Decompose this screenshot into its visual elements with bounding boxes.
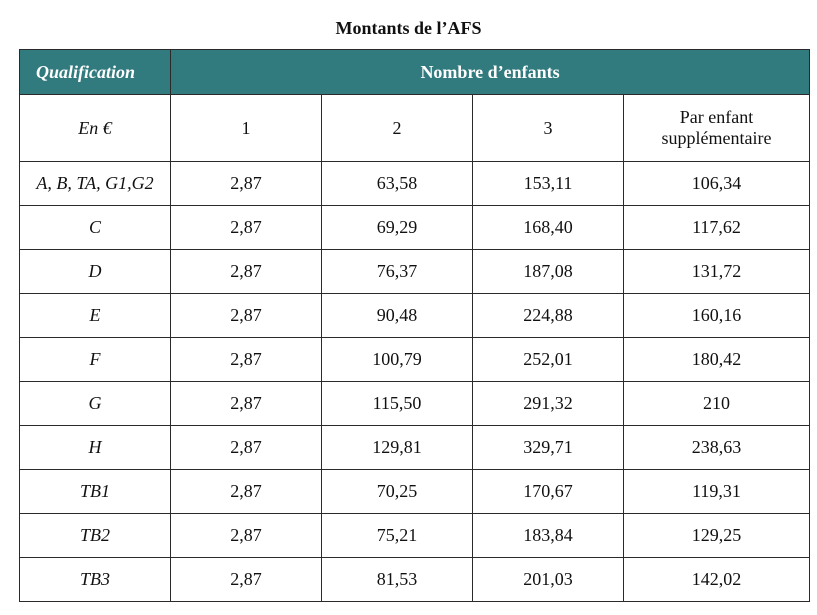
amount-cell-1-child: 2,87: [170, 249, 322, 294]
table-row: H 2,87 129,81 329,71 238,63: [19, 425, 811, 470]
qualification-cell: G: [19, 381, 171, 426]
amount-cell-2-children: 115,50: [321, 381, 473, 426]
amount-cell-per-additional-child: 131,72: [622, 249, 811, 294]
amount-cell-3-children: 224,88: [472, 293, 624, 338]
amount-cell-2-children: 76,37: [321, 249, 473, 294]
amount-cell-1-child: 2,87: [170, 205, 322, 250]
qualification-cell: H: [19, 425, 171, 470]
table-row: D 2,87 76,37 187,08 131,72: [19, 249, 811, 294]
amount-cell-per-additional-child: 142,02: [622, 557, 811, 602]
amount-cell-3-children: 153,11: [472, 161, 624, 206]
amount-cell-per-additional-child: 129,25: [622, 513, 811, 558]
amount-cell-3-children: 183,84: [472, 513, 624, 558]
table-row: TB2 2,87 75,21 183,84 129,25: [19, 513, 811, 558]
amount-cell-1-child: 2,87: [170, 161, 322, 206]
children-count-header: Nombre d’enfants: [169, 49, 811, 95]
table-row: F 2,87 100,79 252,01 180,42: [19, 337, 811, 382]
amount-cell-2-children: 70,25: [321, 469, 473, 514]
amount-cell-2-children: 81,53: [321, 557, 473, 602]
amount-cell-3-children: 291,32: [472, 381, 624, 426]
table-header-row: Qualification Nombre d’enfants: [19, 49, 811, 95]
amount-cell-2-children: 100,79: [321, 337, 473, 382]
table-subheader-row: En € 1 2 3 Par enfant supplémentaire: [19, 94, 811, 162]
table-row: C 2,87 69,29 168,40 117,62: [19, 205, 811, 250]
unit-header: En €: [19, 94, 171, 162]
amount-cell-1-child: 2,87: [170, 293, 322, 338]
qualification-header: Qualification: [19, 49, 171, 95]
table-row: TB1 2,87 70,25 170,67 119,31: [19, 469, 811, 514]
amount-cell-3-children: 187,08: [472, 249, 624, 294]
amount-cell-2-children: 129,81: [321, 425, 473, 470]
afs-amounts-table: Qualification Nombre d’enfants En € 1 2 …: [19, 49, 811, 602]
table-row: TB3 2,87 81,53 201,03 142,02: [19, 557, 811, 602]
amount-cell-1-child: 2,87: [170, 425, 322, 470]
amount-cell-2-children: 63,58: [321, 161, 473, 206]
qualification-cell: TB2: [19, 513, 171, 558]
amount-cell-3-children: 168,40: [472, 205, 624, 250]
table-title: Montants de l’AFS: [335, 18, 482, 38]
qualification-cell: A, B, TA, G1,G2: [19, 161, 171, 206]
amount-cell-3-children: 201,03: [472, 557, 624, 602]
amount-cell-3-children: 170,67: [472, 469, 624, 514]
amount-cell-2-children: 75,21: [321, 513, 473, 558]
table-row: A, B, TA, G1,G2 2,87 63,58 153,11 106,34: [19, 161, 811, 206]
column-header-2-children: 2: [321, 94, 473, 162]
column-header-per-additional-child-line2: supplémentaire: [661, 128, 772, 148]
amount-cell-per-additional-child: 238,63: [622, 425, 811, 470]
amount-cell-per-additional-child: 106,34: [622, 161, 811, 206]
amount-cell-3-children: 252,01: [472, 337, 624, 382]
qualification-cell: C: [19, 205, 171, 250]
qualification-cell: D: [19, 249, 171, 294]
table-row: G 2,87 115,50 291,32 210: [19, 381, 811, 426]
amount-cell-1-child: 2,87: [170, 557, 322, 602]
amount-cell-1-child: 2,87: [170, 469, 322, 514]
amount-cell-per-additional-child: 210: [622, 381, 811, 426]
column-header-per-additional-child-line1: Par enfant: [679, 107, 754, 127]
amount-cell-2-children: 69,29: [321, 205, 473, 250]
amount-cell-per-additional-child: 117,62: [622, 205, 811, 250]
column-header-1-child: 1: [170, 94, 322, 162]
column-header-3-children: 3: [472, 94, 624, 162]
qualification-cell: TB1: [19, 469, 171, 514]
amount-cell-1-child: 2,87: [170, 337, 322, 382]
amount-cell-per-additional-child: 160,16: [622, 293, 811, 338]
qualification-cell: TB3: [19, 557, 171, 602]
amount-cell-1-child: 2,87: [170, 513, 322, 558]
amount-cell-per-additional-child: 180,42: [622, 337, 811, 382]
qualification-cell: F: [19, 337, 171, 382]
amount-cell-1-child: 2,87: [170, 381, 322, 426]
amount-cell-3-children: 329,71: [472, 425, 624, 470]
column-header-per-additional-child: Par enfant supplémentaire: [622, 94, 811, 162]
amount-cell-2-children: 90,48: [321, 293, 473, 338]
table-row: E 2,87 90,48 224,88 160,16: [19, 293, 811, 338]
qualification-cell: E: [19, 293, 171, 338]
amount-cell-per-additional-child: 119,31: [622, 469, 811, 514]
